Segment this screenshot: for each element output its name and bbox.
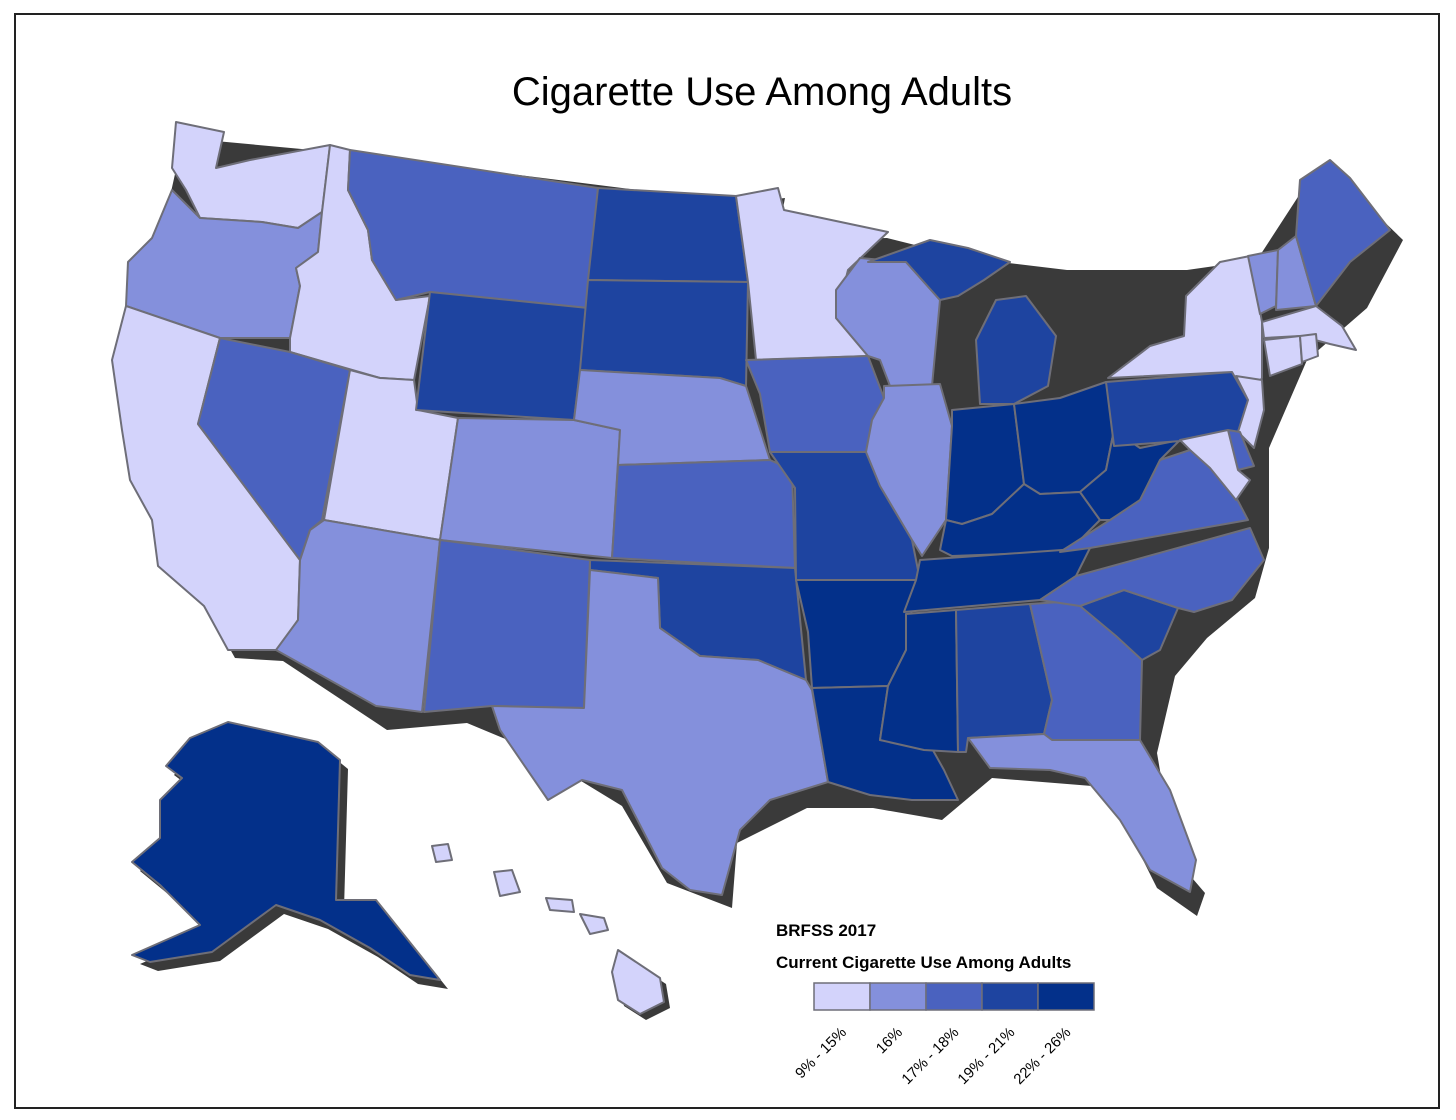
legend-swatch-2 [869,982,927,1011]
legend-swatch-5 [1037,982,1095,1011]
state-ME[interactable] [1295,159,1391,307]
state-NC[interactable] [1039,527,1265,613]
state-AK[interactable] [131,721,441,981]
state-CT[interactable] [1263,335,1303,377]
state-ND[interactable] [587,187,749,283]
state-HI[interactable] [431,843,665,1015]
legend-swatch-4 [981,982,1039,1011]
state-WY[interactable] [415,291,589,421]
state-IA[interactable] [745,355,885,453]
state-NJ[interactable] [1235,375,1265,449]
legend-swatch-1 [813,982,871,1011]
state-IL[interactable] [865,383,953,557]
state-WV[interactable] [1079,429,1181,521]
state-MT[interactable] [347,149,599,309]
legend-source: BRFSS 2017 [776,921,877,940]
legend-title: Current Cigarette Use Among Adults [776,953,1072,972]
legend-swatches [813,982,1095,1011]
state-RI[interactable] [1299,333,1319,363]
state-CO[interactable] [439,417,621,559]
state-SD[interactable] [579,279,749,387]
state-FL[interactable] [967,733,1197,893]
state-KS[interactable] [611,459,796,569]
state-MD[interactable] [1179,429,1251,501]
state-TX[interactable] [491,569,829,896]
states-layer [111,121,1391,1015]
state-NM[interactable] [423,539,591,713]
state-MA[interactable] [1261,305,1357,351]
legend-swatch-3 [925,982,983,1011]
state-MI[interactable] [867,239,1057,405]
